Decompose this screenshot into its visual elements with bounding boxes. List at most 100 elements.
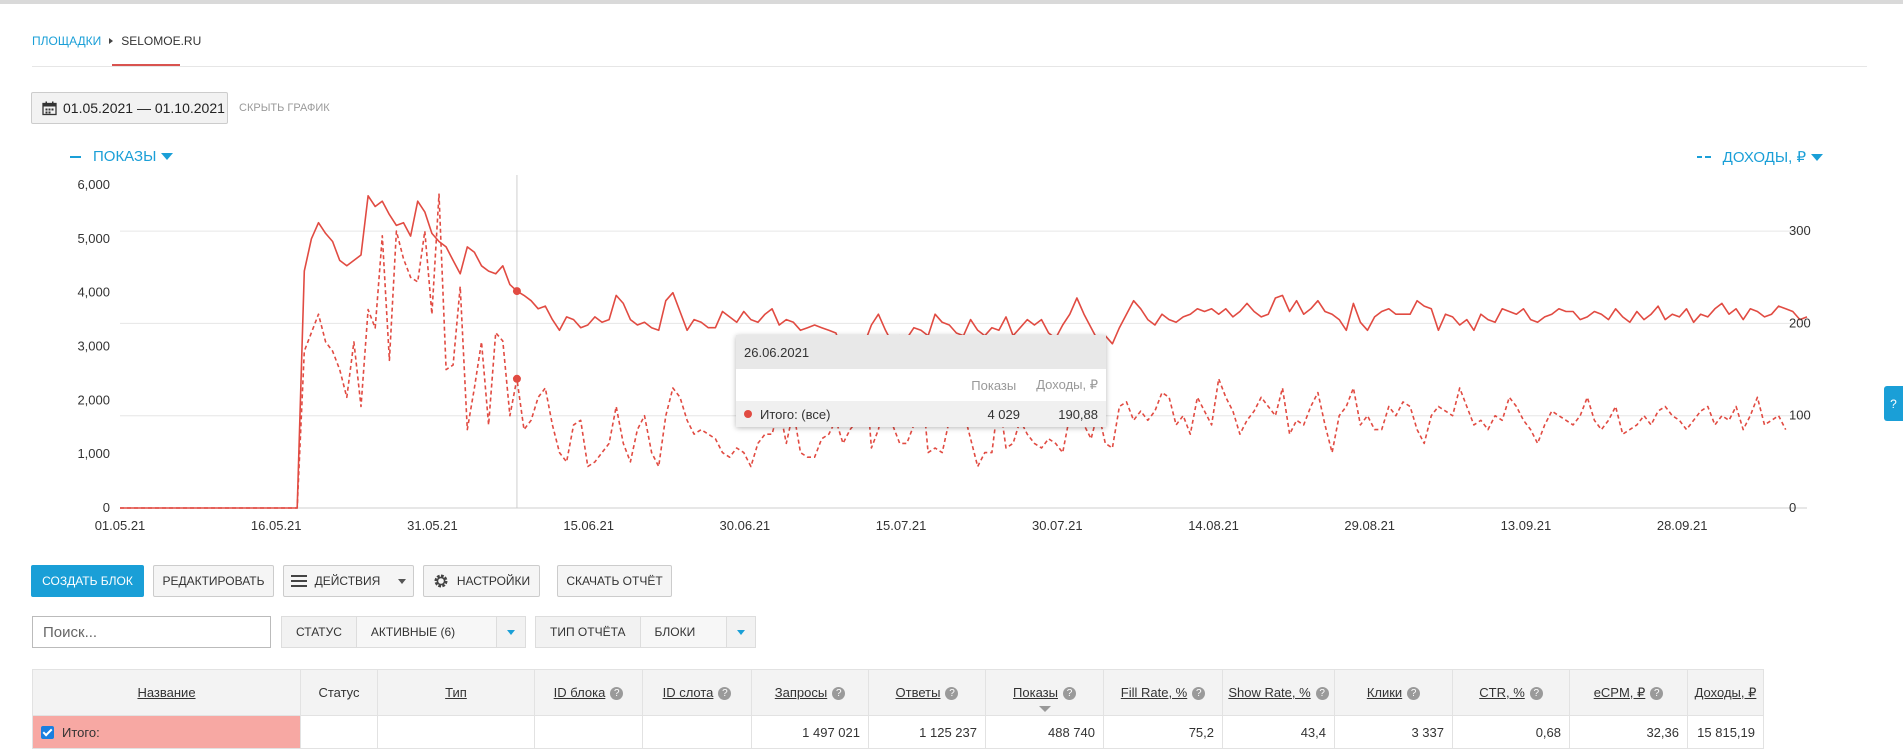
col-block-id-label[interactable]: ID блока [553,685,606,700]
col-ecpm[interactable]: eCPM, ₽? [1569,669,1688,716]
col-responses[interactable]: Ответы? [868,669,986,716]
legend-right-metric[interactable]: ДОХОДЫ, ₽ [1696,148,1823,166]
total-slot-id [642,715,752,749]
col-requests-label[interactable]: Запросы [774,685,828,700]
breadcrumb-active-underline [112,64,180,66]
chevron-down-icon[interactable] [726,617,755,647]
status-filter-label: СТАТУС [282,617,357,647]
total-revenue: 15 815,19 [1687,715,1764,749]
col-show-rate-label[interactable]: Show Rate, % [1228,685,1311,700]
total-ecpm: 32,36 [1569,715,1688,749]
tooltip-row: Итого: (все) 4 029 190,88 [736,401,1106,427]
legend-right-label: ДОХОДЫ, ₽ [1722,149,1806,166]
col-revenue-label[interactable]: Доходы, ₽ [1694,684,1757,700]
help-icon[interactable]: ? [945,687,959,700]
col-responses-label[interactable]: Ответы [895,685,941,700]
help-icon[interactable]: ? [1407,687,1421,700]
help-icon[interactable]: ? [832,687,846,700]
col-slot-id-label[interactable]: ID слота [662,685,714,700]
breadcrumb-parent-link[interactable]: ПЛОЩАДКИ [32,34,102,48]
col-name-label[interactable]: Название [137,685,196,700]
revenue-impressions-chart[interactable]: 0 1,000 2,000 3,000 4,000 5,000 6,000 0 100 200 30… [0,165,1903,545]
breadcrumb-current: SELOMOE.RU [121,34,202,48]
breadcrumb-separator-icon [109,38,114,44]
col-requests[interactable]: Запросы? [751,669,869,716]
col-fill-rate[interactable]: Fill Rate, %? [1103,669,1223,716]
col-status-label: Статус [318,685,360,700]
col-ctr-label[interactable]: CTR, % [1479,685,1525,700]
report-type-value[interactable]: БЛОКИ [640,617,726,647]
settings-label: НАСТРОЙКИ [456,574,531,588]
total-label: Итого: [62,724,100,740]
col-impressions[interactable]: Показы? [985,669,1104,716]
x-tick-label: 13.09.21 [1501,518,1552,533]
blocks-table: Название Статус Тип ID блока? ID слота? … [32,669,1764,749]
col-name[interactable]: Название [32,669,301,716]
total-block-id [534,715,643,749]
y-left-tick-label: 1,000 [77,446,110,461]
edit-button[interactable]: РЕДАКТИРОВАТЬ [153,565,274,597]
y-left-tick-label: 4,000 [77,285,110,300]
total-show-rate: 43,4 [1222,715,1335,749]
status-filter[interactable]: СТАТУС АКТИВНЫЕ (6) [281,616,526,648]
hamburger-icon [290,575,307,587]
col-clicks-label[interactable]: Клики [1366,685,1403,700]
help-icon[interactable]: ? [1650,686,1664,700]
col-type[interactable]: Тип [377,669,535,716]
chart-hover-points [512,287,521,383]
help-icon[interactable]: ? [1315,687,1329,700]
breadcrumb: ПЛОЩАДКИ SELOMOE.RU [32,34,201,48]
hide-chart-link[interactable]: СКРЫТЬ ГРАФИК [239,102,330,114]
download-report-button[interactable]: СКАЧАТЬ ОТЧЁТ [557,565,672,597]
y-left-tick-label: 5,000 [77,231,110,246]
dashed-line-icon [1696,156,1711,158]
report-type-filter[interactable]: ТИП ОТЧЁТА БЛОКИ [535,616,756,648]
help-icon[interactable]: ? [1529,687,1543,700]
col-type-label[interactable]: Тип [445,685,467,700]
help-icon[interactable]: ? [1062,687,1076,700]
total-ctr: 0,68 [1452,715,1570,749]
calendar-icon [42,101,57,116]
col-revenue[interactable]: Доходы, ₽ [1687,669,1764,716]
caret-down-icon [161,153,174,160]
help-side-tab[interactable]: ? [1884,386,1903,421]
x-tick-label: 30.07.21 [1032,518,1083,533]
total-requests: 1 497 021 [751,715,869,749]
y-right-tick-label: 200 [1789,315,1811,330]
dropdown-caret-icon [398,578,407,584]
date-range-picker[interactable]: 01.05.2021 — 01.10.2021 [31,92,228,124]
caret-down-icon [1811,153,1823,161]
col-status: Статус [300,669,378,716]
settings-button[interactable]: НАСТРОЙКИ [423,565,540,597]
report-type-label: ТИП ОТЧЁТА [536,617,641,647]
legend-left-metric[interactable]: ПОКАЗЫ [70,148,174,165]
search-input[interactable] [32,616,271,648]
col-ctr[interactable]: CTR, %? [1452,669,1570,716]
col-fill-rate-label[interactable]: Fill Rate, % [1120,685,1188,700]
help-icon[interactable]: ? [610,687,624,700]
create-block-button[interactable]: СОЗДАТЬ БЛОК [31,565,144,597]
chevron-down-icon[interactable] [496,617,525,647]
hover-point [512,374,521,383]
actions-dropdown[interactable]: ДЕЙСТВИЯ [283,565,414,597]
series-dot-icon [744,410,752,418]
checkbox[interactable] [41,725,54,739]
help-icon[interactable]: ? [1192,687,1206,700]
revenue-series-line [120,193,1787,509]
col-show-rate[interactable]: Show Rate, %? [1222,669,1335,716]
col-impressions-label[interactable]: Показы [1013,685,1058,700]
tooltip-date: 26.06.2021 [736,335,1106,369]
status-filter-value[interactable]: АКТИВНЫЕ (6) [356,617,496,647]
tooltip-col-revenue: Доходы, ₽ [1036,377,1098,392]
x-tick-label: 28.09.21 [1657,518,1708,533]
x-tick-label: 15.07.21 [876,518,927,533]
gear-icon [433,573,449,589]
chart-ticks: 0 1,000 2,000 3,000 4,000 5,000 6,000 0 100 200 30… [77,177,1810,533]
col-block-id[interactable]: ID блока? [534,669,643,716]
col-clicks[interactable]: Клики? [1334,669,1453,716]
col-ecpm-label[interactable]: eCPM, ₽ [1593,684,1646,700]
col-slot-id[interactable]: ID слота? [642,669,752,716]
total-type [377,715,535,749]
help-icon[interactable]: ? [718,687,732,700]
total-status [300,715,378,749]
